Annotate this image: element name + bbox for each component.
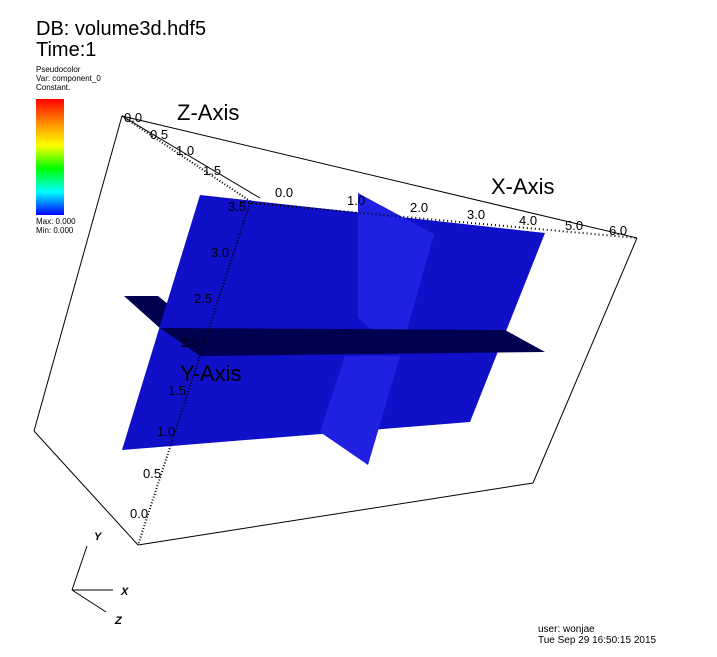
z-axis-title: Z-Axis [177,100,239,125]
z-tick-label-3: 1.5 [203,163,221,178]
x-tick-label-6: 6.0 [609,223,627,238]
vertical-slice-front [122,195,545,450]
z-axis-ticks: 0.0 0.5 1.0 1.5 [124,110,221,178]
triad-z-line [71,589,107,613]
y-tick-label-2: 1.0 [157,424,175,439]
footer-timestamp: Tue Sep 29 16:50:15 2015 [538,635,657,646]
z-tick-label-0: 0.0 [124,110,142,125]
x-axis-ticks: 0.0 1.0 2.0 3.0 4.0 5.0 6.0 [275,185,627,238]
time-label: Time:1 [36,39,97,61]
y-tick-label-5: 2.5 [194,291,212,306]
legend-max: Max: 0.000 [36,217,76,226]
triad-y-line [71,545,88,591]
y-tick-label-6: 3.0 [211,245,229,260]
x-axis-title: X-Axis [491,174,555,199]
bounding-box [33,115,638,546]
triad-y-label: Y [94,531,103,543]
x-tick-label-1: 1.0 [347,193,365,208]
z-tick-label-2: 1.0 [176,143,194,158]
x-tick-label-0: 0.0 [275,185,293,200]
triad-z-label: Z [114,615,123,627]
x-tick-label-5: 5.0 [565,218,583,233]
x-tick-label-4: 4.0 [519,213,537,228]
y-tick-label-1: 0.5 [143,466,161,481]
legend-colorbar [36,99,64,215]
triad-x-label: X [120,586,129,598]
y-tick-label-0: 0.0 [130,506,148,521]
legend-variable: Var: component_0 [36,74,101,83]
vertical-slice-side-upper [358,193,434,355]
y-axis-title: Y-Axis [180,361,242,386]
x-tick-label-3: 3.0 [467,207,485,222]
legend-min: Min: 0.000 [36,226,74,235]
x-tick-label-2: 2.0 [410,200,428,215]
legend-mode: Constant. [36,83,71,92]
y-tick-label-7: 3.5 [228,199,246,214]
horizontal-slice-main [160,328,545,356]
database-title: DB: volume3d.hdf5 [36,18,207,40]
vertical-slice-side-lower [320,356,400,465]
y-axis-ticks: 0.0 0.5 1.0 1.5 2.0 2.5 3.0 3.5 [130,199,246,521]
y-tick-label-3: 1.5 [168,383,186,398]
axis-lines [121,115,638,546]
orientation-triad [71,545,113,613]
y-tick-label-4: 2.0 [181,335,199,350]
footer-user: user: wonjae [538,624,595,635]
z-tick-label-1: 0.5 [150,127,168,142]
legend-plot-type: Pseudocolor [36,65,81,74]
